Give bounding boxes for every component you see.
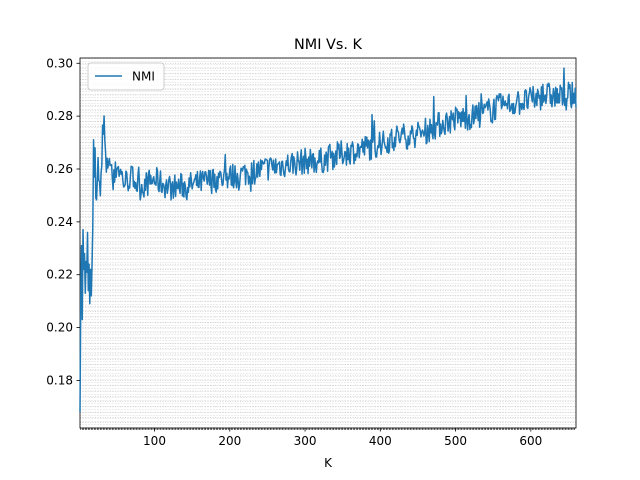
series-layer <box>79 67 577 413</box>
y-tick-label: 0.20 <box>46 321 73 335</box>
x-tick-label: 400 <box>369 434 392 448</box>
x-tick-label: 100 <box>143 434 166 448</box>
legend-box <box>87 62 165 91</box>
x-tick-label: 600 <box>519 434 542 448</box>
x-tick-label: 500 <box>444 434 467 448</box>
y-tick-label: 0.18 <box>46 373 73 387</box>
legend: NMI <box>87 62 165 91</box>
x-tick-label: 200 <box>218 434 241 448</box>
y-tick-label: 0.30 <box>46 56 73 70</box>
grid <box>80 57 576 429</box>
x-tick-label: 300 <box>294 434 317 448</box>
plot-frame <box>79 57 577 429</box>
chart-title: NMI Vs. K <box>294 37 362 53</box>
axes <box>79 57 577 429</box>
tick-layer: 100 200 300 400 500 600 0.18 0.20 0.22 0.24 0.26 0.… <box>46 56 575 448</box>
y-tick-label: 0.28 <box>46 109 73 123</box>
x-axis-label: K <box>324 456 333 470</box>
series-line-nmi <box>79 67 577 413</box>
legend-label-nmi: NMI <box>132 70 155 84</box>
y-tick-label: 0.24 <box>46 215 73 229</box>
y-tick-label: 0.22 <box>46 268 73 282</box>
y-tick-label: 0.26 <box>46 162 73 176</box>
